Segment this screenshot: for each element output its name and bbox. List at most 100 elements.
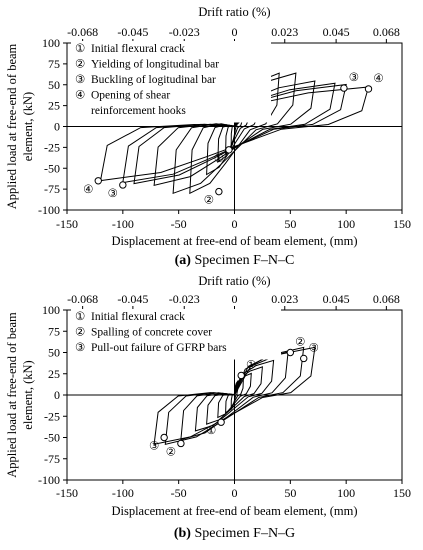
legend-entry: Opening of shear <box>91 90 170 102</box>
event-marker <box>94 177 102 185</box>
y-tick-label: 100 <box>42 36 60 50</box>
y-tick-label: -75 <box>44 182 60 196</box>
legend-mark: ① <box>75 311 85 323</box>
y-axis-title-line1: Applied load at free-end of beam <box>5 43 19 209</box>
legend-mark: ④ <box>75 90 85 102</box>
hysteresis-loop <box>230 379 239 411</box>
x-tick-label: -150 <box>56 217 78 231</box>
x-tick-label: -150 <box>56 486 78 500</box>
x2-tick-label: 0.023 <box>271 292 298 306</box>
hysteresis-loop <box>206 366 263 425</box>
x2-tick-label: 0 <box>232 292 238 306</box>
event-marker <box>119 181 127 189</box>
event-marker-label: ③ <box>108 188 118 200</box>
event-marker-label: ② <box>166 446 176 458</box>
x2-tick-label: 0.045 <box>323 25 350 39</box>
event-marker-label: ② <box>204 195 214 207</box>
x-tick-label: 100 <box>337 217 355 231</box>
legend-box <box>71 309 281 360</box>
y-tick-label: 25 <box>48 99 60 113</box>
figure-caption: (b) Specimen F–N–G <box>174 526 295 541</box>
x-tick-label: -100 <box>112 486 134 500</box>
x2-tick-label: -0.068 <box>67 25 98 39</box>
caption-tag: (a) <box>175 253 192 268</box>
legend-mark: ③ <box>75 342 85 354</box>
y-tick-label: 50 <box>48 78 60 92</box>
y-tick-label: -25 <box>44 409 60 423</box>
legend-entry: Buckling of logitudinal bar <box>91 74 216 86</box>
x-tick-label: -50 <box>171 486 187 500</box>
x-tick-label: -50 <box>171 217 187 231</box>
x-axis-title: Displacement at free-end of beam element… <box>111 504 357 518</box>
event-marker-label: ④ <box>373 73 383 85</box>
legend-entry: Pull-out failure of GFRP bars <box>91 342 227 354</box>
event-marker <box>300 354 308 363</box>
event-marker-label: ① <box>246 359 256 371</box>
legend-mark: ③ <box>75 74 85 86</box>
y-axis-title-line2: element, (kN) <box>21 360 35 429</box>
x-tick-label: 0 <box>232 486 238 500</box>
y-tick-label: 75 <box>48 324 60 338</box>
event-marker-label: ② <box>295 337 305 349</box>
y-tick-label: -50 <box>44 161 60 175</box>
hysteresis-loop <box>172 72 297 195</box>
x-tick-label: 50 <box>284 486 296 500</box>
x2-tick-label: -0.068 <box>67 292 98 306</box>
chart-b: -150 -100 -50 0 50 100 150-100-75-50-250255075… <box>5 274 411 541</box>
event-marker <box>215 187 223 196</box>
y-tick-label: 0 <box>54 388 60 402</box>
event-marker-label: ④ <box>83 184 93 196</box>
legend-entry: Yielding of longitudinal bar <box>91 59 219 71</box>
x2-tick-label: -0.023 <box>169 292 200 306</box>
y-tick-label: 0 <box>54 120 60 134</box>
event-marker <box>237 371 245 380</box>
x-tick-label: 100 <box>337 486 355 500</box>
x2-tick-label: -0.045 <box>117 292 148 306</box>
y-axis-title-line1: Applied load at free-end of beam <box>5 312 19 478</box>
event-marker-label: ③ <box>309 342 319 354</box>
x-tick-label: -100 <box>112 217 134 231</box>
legend-mark: ② <box>75 59 85 71</box>
event-marker <box>340 84 348 92</box>
hysteresis-loop <box>99 86 370 182</box>
x-tick-label: 0 <box>232 217 238 231</box>
legend-entry: Spalling of concrete cover <box>91 327 212 339</box>
event-marker <box>364 85 373 93</box>
x-tick-label: 150 <box>393 486 411 500</box>
y-tick-label: -100 <box>38 203 60 217</box>
legend-mark: ① <box>75 43 85 55</box>
hysteresis-loop <box>194 359 275 432</box>
figure-caption: (a) Specimen F–N–C <box>175 253 295 268</box>
legend-box <box>71 41 271 123</box>
event-marker-label: ③ <box>149 441 159 453</box>
y-tick-label: -25 <box>44 140 60 154</box>
event-marker <box>217 418 225 426</box>
legend-mark: ② <box>75 327 85 339</box>
x2-tick-label: 0.023 <box>271 25 298 39</box>
event-marker-label: ① <box>214 153 224 165</box>
caption-text: Specimen F–N–G <box>191 526 295 541</box>
x2-axis-title: Drift ratio (%) <box>198 5 270 19</box>
x2-tick-label: 0.045 <box>323 292 350 306</box>
x-tick-label: 50 <box>284 217 296 231</box>
event-marker-label: ① <box>206 425 216 437</box>
y-tick-label: -100 <box>38 473 60 487</box>
x-axis-title: Displacement at free-end of beam element… <box>111 234 357 248</box>
x2-tick-label: 0 <box>232 25 238 39</box>
event-marker <box>177 439 185 448</box>
legend-entry: reinforcement hooks <box>91 105 186 117</box>
event-marker-label: ③ <box>349 72 359 84</box>
x2-tick-label: -0.023 <box>169 25 200 39</box>
x2-tick-label: -0.045 <box>117 25 148 39</box>
caption-tag: (b) <box>174 526 191 541</box>
y-tick-label: 50 <box>48 346 60 360</box>
chart-a: -150 -100 -50 0 50 100 150-100-75-50-250255075… <box>5 5 411 268</box>
caption-text: Specimen F–N–C <box>191 253 294 268</box>
y-tick-label: 25 <box>48 367 60 381</box>
legend-entry: Initial flexural crack <box>91 43 185 55</box>
x-tick-label: 150 <box>393 217 411 231</box>
y-tick-label: 100 <box>42 303 60 317</box>
x2-axis-title: Drift ratio (%) <box>198 274 270 288</box>
hysteresis-loop <box>153 346 316 445</box>
